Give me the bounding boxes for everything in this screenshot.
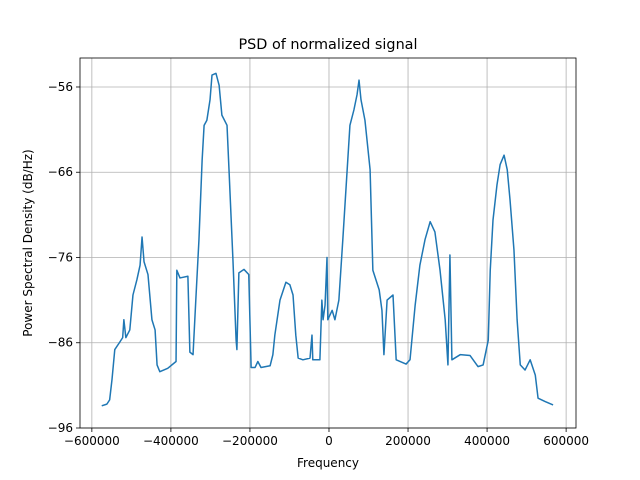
y-axis-label: Power Spectral Density (dB/Hz): [21, 149, 35, 336]
x-tick-label: −600000: [64, 434, 120, 448]
grid-layer: [80, 58, 576, 429]
x-tick-label: 400000: [464, 434, 510, 448]
x-tick-label: −400000: [143, 434, 199, 448]
x-tick-label: 600000: [543, 434, 589, 448]
x-tick-label: 200000: [385, 434, 431, 448]
chart-title: PSD of normalized signal: [238, 37, 417, 53]
plot-frame: [79, 57, 577, 429]
y-tick-label: −56: [48, 80, 73, 94]
y-tick-label: −76: [48, 250, 73, 264]
y-tick-label: −96: [48, 421, 73, 435]
y-tick-label: −66: [48, 165, 73, 179]
line-layer: [101, 72, 554, 407]
x-tick-label: −200000: [222, 434, 278, 448]
x-tick-label: 0: [325, 434, 333, 448]
psd-line: [101, 72, 554, 407]
x-axis-label: Frequency: [297, 456, 359, 470]
y-tick-label: −86: [48, 336, 73, 350]
